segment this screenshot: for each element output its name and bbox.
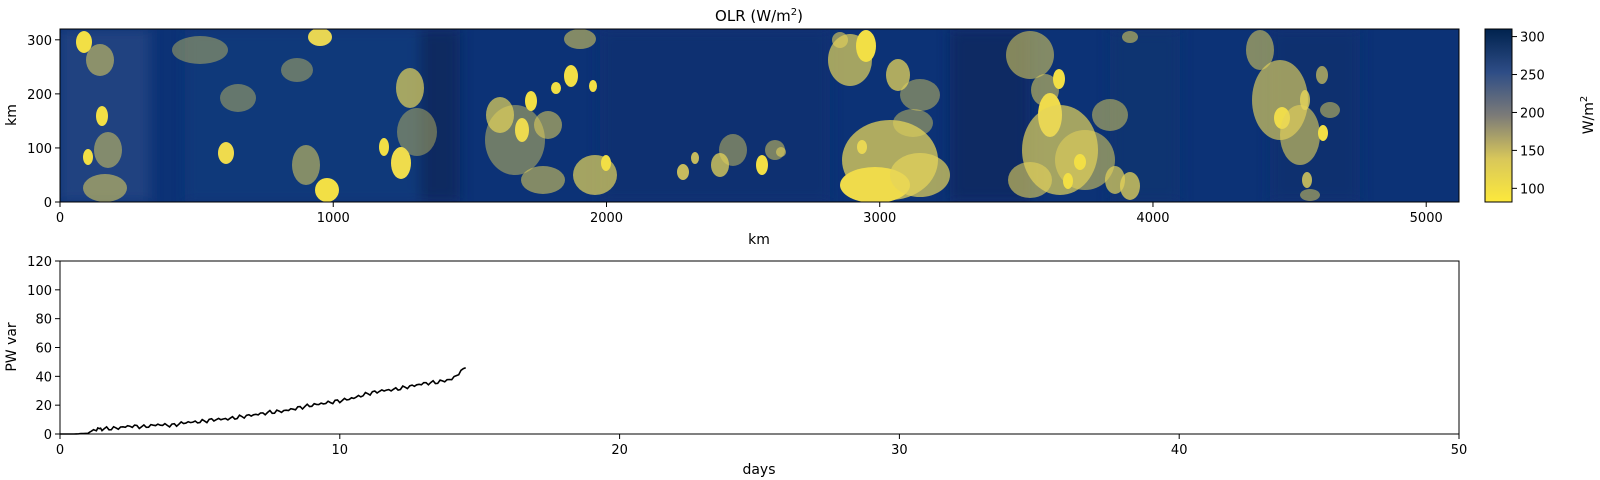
olr-title: OLR (W/m2) bbox=[715, 7, 803, 25]
colorbar-gradient bbox=[1484, 28, 1513, 203]
hm-ytick-label: 0 bbox=[44, 196, 52, 211]
ln-xtick-label: 50 bbox=[1451, 443, 1468, 458]
cbar-tick-label: 250 bbox=[1520, 69, 1545, 84]
hm-xtick-label: 3000 bbox=[863, 211, 896, 226]
cbar-tick-label: 300 bbox=[1520, 31, 1545, 46]
pw-var-panel: 0 10 20 30 40 50 0 20 40 60 80 100 120 days PW var bbox=[4, 255, 1467, 478]
ln-ytick-label: 20 bbox=[35, 399, 52, 414]
ln-ytick-label: 80 bbox=[35, 313, 52, 328]
heatmap-y-label: km bbox=[4, 104, 20, 126]
ln-ytick-label: 0 bbox=[44, 428, 52, 443]
colorbar-label: W/m2 bbox=[1579, 96, 1597, 135]
ln-xtick-label: 30 bbox=[891, 443, 908, 458]
hm-xtick-label: 4000 bbox=[1136, 211, 1169, 226]
hm-ytick-label: 300 bbox=[27, 34, 52, 49]
line-plot-frame bbox=[59, 260, 1460, 435]
olr-panel: OLR (W/m2) bbox=[4, 7, 1597, 248]
heatmap-x-label: km bbox=[748, 232, 770, 248]
heatmap-shading bbox=[60, 29, 1360, 202]
heatmap-x-ticks: 0 1000 2000 3000 4000 5000 bbox=[56, 202, 1443, 226]
colorbar: 100 150 200 250 300 W/m2 bbox=[1484, 28, 1597, 203]
hm-ytick-label: 100 bbox=[27, 142, 52, 157]
ln-xtick-label: 10 bbox=[332, 443, 349, 458]
colorbar-ticks: 100 150 200 250 300 bbox=[1512, 31, 1545, 197]
heatmap-frame bbox=[59, 28, 1460, 203]
hm-xtick-label: 2000 bbox=[590, 211, 623, 226]
line-x-label: days bbox=[742, 462, 775, 478]
ln-xtick-label: 40 bbox=[1171, 443, 1188, 458]
hm-xtick-label: 0 bbox=[56, 211, 64, 226]
ln-ytick-label: 40 bbox=[35, 370, 52, 385]
hm-xtick-label: 5000 bbox=[1410, 211, 1443, 226]
cbar-tick-label: 200 bbox=[1520, 106, 1545, 121]
cbar-tick-label: 150 bbox=[1520, 144, 1545, 159]
pw-var-line bbox=[60, 366, 466, 435]
hm-ytick-label: 200 bbox=[27, 88, 52, 103]
ln-xtick-label: 0 bbox=[56, 443, 64, 458]
line-y-ticks: 0 20 40 60 80 100 120 bbox=[27, 255, 60, 443]
olr-heatmap bbox=[60, 29, 1459, 202]
line-x-ticks: 0 10 20 30 40 50 bbox=[56, 434, 1467, 458]
ln-ytick-label: 100 bbox=[27, 284, 52, 299]
ln-ytick-label: 120 bbox=[27, 255, 52, 270]
cloud-clusters bbox=[76, 29, 1340, 202]
ln-ytick-label: 60 bbox=[35, 342, 52, 357]
line-y-label: PW var bbox=[4, 322, 20, 372]
ln-xtick-label: 20 bbox=[611, 443, 628, 458]
heatmap-y-ticks: 0 100 200 300 bbox=[27, 34, 60, 211]
hm-xtick-label: 1000 bbox=[317, 211, 350, 226]
cbar-tick-label: 100 bbox=[1520, 182, 1545, 197]
